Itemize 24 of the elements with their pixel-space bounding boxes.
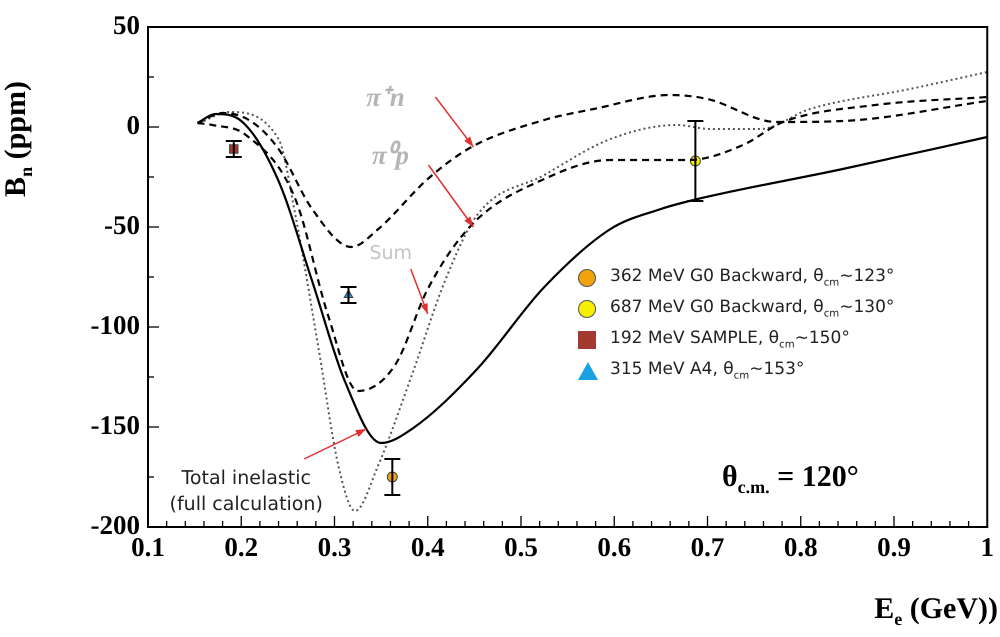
legend-label: 687 MeV G0 Backward, θ$_{cm}$~130° — [610, 297, 894, 320]
x-tick-label: 0.9 — [877, 532, 911, 562]
x-tick-label: 0.7 — [690, 532, 724, 562]
y-tick-label: 50 — [113, 10, 140, 40]
x-tick-label: 1 — [980, 532, 994, 562]
x-tick-label: 0.3 — [318, 532, 352, 562]
y-tick-label: -100 — [90, 310, 140, 340]
x-tick-label: 0.8 — [784, 532, 818, 562]
x-tick-label: 0.6 — [597, 532, 632, 562]
legend-label: 192 MeV SAMPLE, θ$_{cm}$~150° — [610, 328, 850, 351]
annotation: θ$_{c.m.}$ = 120° — [722, 460, 859, 498]
annotation: Sum — [369, 242, 412, 264]
x-tick-label: 0.2 — [224, 532, 258, 562]
y-tick-label: -50 — [104, 210, 140, 240]
x-tick-label: 0.4 — [410, 532, 445, 562]
annotation: π⁺n — [366, 82, 405, 112]
annotation: Total inelastic (full calculation) — [170, 466, 323, 515]
y-tick-label: 0 — [126, 110, 140, 140]
legend-label: 315 MeV A4, θ$_{cm}$~153° — [610, 359, 804, 382]
annotation: π⁰p — [372, 140, 410, 170]
legend-label: 362 MeV G0 Backward, θ$_{cm}$~123° — [610, 266, 894, 289]
x-axis-title: E$_{e}$ (GeV)) — [874, 592, 998, 630]
x-tick-label: 0.5 — [504, 532, 538, 562]
y-tick-label: -150 — [90, 410, 140, 440]
